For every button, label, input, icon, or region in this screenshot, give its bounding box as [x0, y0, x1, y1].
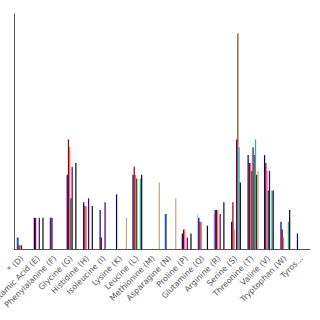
svg-text:Asparagine (N): Asparagine (N)	[124, 254, 174, 303]
svg-text:Valine (V): Valine (V)	[238, 254, 273, 288]
svg-text:Lysine (K): Lysine (K)	[90, 254, 125, 288]
svg-text:* (D): * (D)	[5, 254, 26, 274]
svg-text:Serine (S): Serine (S)	[205, 254, 240, 289]
svg-text:Phenylalanine (F): Phenylalanine (F)	[2, 254, 59, 310]
svg-text:Isoleucine (I): Isoleucine (I)	[65, 254, 108, 297]
svg-text:Glycine (G): Glycine (G)	[36, 254, 75, 292]
svg-text:Histidine (H): Histidine (H)	[49, 254, 92, 296]
svg-text:Proline (P): Proline (P)	[154, 254, 190, 290]
svg-text:Tryptophan (W): Tryptophan (W)	[238, 254, 289, 305]
svg-text:Glutamine (Q): Glutamine (Q)	[160, 254, 207, 301]
svg-text:Threonine (T): Threonine (T)	[211, 254, 256, 299]
svg-text:Leucine (L): Leucine (L)	[103, 254, 141, 292]
svg-text:Methionine (M): Methionine (M)	[108, 254, 157, 303]
svg-text:Tyros...: Tyros...	[278, 254, 305, 281]
svg-text:Arginine (R): Arginine (R)	[182, 254, 223, 294]
